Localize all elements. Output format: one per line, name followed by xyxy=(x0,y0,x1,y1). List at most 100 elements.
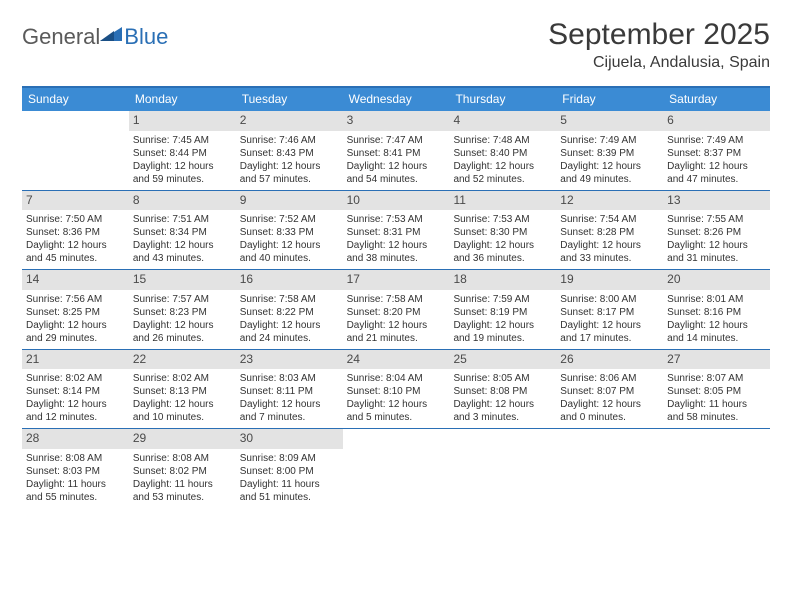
day-number: 15 xyxy=(129,270,236,290)
calendar-day-cell xyxy=(343,429,450,508)
sunrise-text: Sunrise: 7:49 AM xyxy=(560,134,659,147)
calendar-day-cell: 28Sunrise: 8:08 AMSunset: 8:03 PMDayligh… xyxy=(22,429,129,508)
sunrise-text: Sunrise: 7:47 AM xyxy=(347,134,446,147)
calendar-day-cell: 16Sunrise: 7:58 AMSunset: 8:22 PMDayligh… xyxy=(236,270,343,349)
sunset-text: Sunset: 8:17 PM xyxy=(560,306,659,319)
calendar-day-cell: 29Sunrise: 8:08 AMSunset: 8:02 PMDayligh… xyxy=(129,429,236,508)
day-number: 28 xyxy=(22,429,129,449)
day-number: 4 xyxy=(449,111,556,131)
sunrise-text: Sunrise: 7:54 AM xyxy=(560,213,659,226)
daylight-text: Daylight: 12 hours and 24 minutes. xyxy=(240,319,339,345)
day-number: 16 xyxy=(236,270,343,290)
day-number: 18 xyxy=(449,270,556,290)
sunset-text: Sunset: 8:23 PM xyxy=(133,306,232,319)
day-number: 27 xyxy=(663,350,770,370)
daylight-text: Daylight: 11 hours and 53 minutes. xyxy=(133,478,232,504)
sunrise-text: Sunrise: 7:49 AM xyxy=(667,134,766,147)
sunset-text: Sunset: 8:02 PM xyxy=(133,465,232,478)
daylight-text: Daylight: 12 hours and 12 minutes. xyxy=(26,398,125,424)
sunset-text: Sunset: 8:37 PM xyxy=(667,147,766,160)
sunset-text: Sunset: 8:00 PM xyxy=(240,465,339,478)
calendar-day-cell: 10Sunrise: 7:53 AMSunset: 8:31 PMDayligh… xyxy=(343,191,450,270)
sunrise-text: Sunrise: 8:00 AM xyxy=(560,293,659,306)
day-number: 21 xyxy=(22,350,129,370)
sunset-text: Sunset: 8:40 PM xyxy=(453,147,552,160)
location-text: Cijuela, Andalusia, Spain xyxy=(548,54,770,72)
day-number: 6 xyxy=(663,111,770,131)
calendar-day-cell: 20Sunrise: 8:01 AMSunset: 8:16 PMDayligh… xyxy=(663,270,770,349)
day-number: 9 xyxy=(236,191,343,211)
sunset-text: Sunset: 8:31 PM xyxy=(347,226,446,239)
daylight-text: Daylight: 12 hours and 0 minutes. xyxy=(560,398,659,424)
header: General Blue September 2025 Cijuela, And… xyxy=(22,18,770,72)
day-number: 3 xyxy=(343,111,450,131)
calendar-day-cell: 1Sunrise: 7:45 AMSunset: 8:44 PMDaylight… xyxy=(129,111,236,190)
sunrise-text: Sunrise: 7:57 AM xyxy=(133,293,232,306)
weekday-header: Monday xyxy=(129,88,236,111)
weeks-container: 1Sunrise: 7:45 AMSunset: 8:44 PMDaylight… xyxy=(22,111,770,508)
calendar-day-cell: 14Sunrise: 7:56 AMSunset: 8:25 PMDayligh… xyxy=(22,270,129,349)
daylight-text: Daylight: 12 hours and 26 minutes. xyxy=(133,319,232,345)
sunset-text: Sunset: 8:22 PM xyxy=(240,306,339,319)
sunrise-text: Sunrise: 8:02 AM xyxy=(133,372,232,385)
weekday-header: Thursday xyxy=(449,88,556,111)
day-number: 7 xyxy=(22,191,129,211)
daylight-text: Daylight: 12 hours and 17 minutes. xyxy=(560,319,659,345)
daylight-text: Daylight: 12 hours and 47 minutes. xyxy=(667,160,766,186)
sunrise-text: Sunrise: 8:08 AM xyxy=(26,452,125,465)
sunset-text: Sunset: 8:11 PM xyxy=(240,385,339,398)
sunset-text: Sunset: 8:26 PM xyxy=(667,226,766,239)
calendar-day-cell: 18Sunrise: 7:59 AMSunset: 8:19 PMDayligh… xyxy=(449,270,556,349)
sunrise-text: Sunrise: 7:59 AM xyxy=(453,293,552,306)
weekday-header: Sunday xyxy=(22,88,129,111)
calendar-day-cell: 12 Sunrise: 7:54 AMSunset: 8:28 PMDayligh… xyxy=(556,191,663,270)
sunrise-text: Sunrise: 8:08 AM xyxy=(133,452,232,465)
day-number: 14 xyxy=(22,270,129,290)
daylight-text: Daylight: 12 hours and 43 minutes. xyxy=(133,239,232,265)
sunset-text: Sunset: 8:39 PM xyxy=(560,147,659,160)
calendar-week-row: 1Sunrise: 7:45 AMSunset: 8:44 PMDaylight… xyxy=(22,111,770,191)
daylight-text: Daylight: 12 hours and 10 minutes. xyxy=(133,398,232,424)
daylight-text: Daylight: 12 hours and 36 minutes. xyxy=(453,239,552,265)
daylight-text: Daylight: 12 hours and 57 minutes. xyxy=(240,160,339,186)
sunrise-text: Sunrise: 7:52 AM xyxy=(240,213,339,226)
day-number: 24 xyxy=(343,350,450,370)
sunset-text: Sunset: 8:28 PM xyxy=(560,226,659,239)
calendar-day-cell: 9 Sunrise: 7:52 AMSunset: 8:33 PMDaylight… xyxy=(236,191,343,270)
weekday-header: Friday xyxy=(556,88,663,111)
sunrise-text: Sunrise: 8:03 AM xyxy=(240,372,339,385)
day-number: 11 xyxy=(449,191,556,211)
day-number: 26 xyxy=(556,350,663,370)
sunset-text: Sunset: 8:05 PM xyxy=(667,385,766,398)
daylight-text: Daylight: 12 hours and 14 minutes. xyxy=(667,319,766,345)
sunrise-text: Sunrise: 7:48 AM xyxy=(453,134,552,147)
daylight-text: Daylight: 12 hours and 7 minutes. xyxy=(240,398,339,424)
sunrise-text: Sunrise: 8:07 AM xyxy=(667,372,766,385)
calendar-day-cell: 11Sunrise: 7:53 AMSunset: 8:30 PMDayligh… xyxy=(449,191,556,270)
sunset-text: Sunset: 8:10 PM xyxy=(347,385,446,398)
calendar-day-cell: 2Sunrise: 7:46 AMSunset: 8:43 PMDaylight… xyxy=(236,111,343,190)
sunset-text: Sunset: 8:25 PM xyxy=(26,306,125,319)
daylight-text: Daylight: 12 hours and 45 minutes. xyxy=(26,239,125,265)
sunrise-text: Sunrise: 7:58 AM xyxy=(347,293,446,306)
calendar-day-cell: 26Sunrise: 8:06 AMSunset: 8:07 PMDayligh… xyxy=(556,350,663,429)
sunset-text: Sunset: 8:20 PM xyxy=(347,306,446,319)
day-number: 12 xyxy=(556,191,663,211)
sunset-text: Sunset: 8:33 PM xyxy=(240,226,339,239)
sunrise-text: Sunrise: 7:56 AM xyxy=(26,293,125,306)
daylight-text: Daylight: 12 hours and 33 minutes. xyxy=(560,239,659,265)
day-number: 10 xyxy=(343,191,450,211)
daylight-text: Daylight: 12 hours and 40 minutes. xyxy=(240,239,339,265)
calendar-day-cell: 25Sunrise: 8:05 AMSunset: 8:08 PMDayligh… xyxy=(449,350,556,429)
calendar-day-cell: 17Sunrise: 7:58 AMSunset: 8:20 PMDayligh… xyxy=(343,270,450,349)
day-number: 23 xyxy=(236,350,343,370)
calendar-day-cell: 19Sunrise: 8:00 AMSunset: 8:17 PMDayligh… xyxy=(556,270,663,349)
daylight-text: Daylight: 12 hours and 49 minutes. xyxy=(560,160,659,186)
daylight-text: Daylight: 12 hours and 38 minutes. xyxy=(347,239,446,265)
sunset-text: Sunset: 8:19 PM xyxy=(453,306,552,319)
brand-text-general: General xyxy=(22,24,100,50)
calendar-week-row: 7Sunrise: 7:50 AMSunset: 8:36 PMDaylight… xyxy=(22,191,770,271)
calendar-week-row: 28Sunrise: 8:08 AMSunset: 8:03 PMDayligh… xyxy=(22,429,770,508)
sunset-text: Sunset: 8:34 PM xyxy=(133,226,232,239)
calendar-day-cell xyxy=(22,111,129,190)
